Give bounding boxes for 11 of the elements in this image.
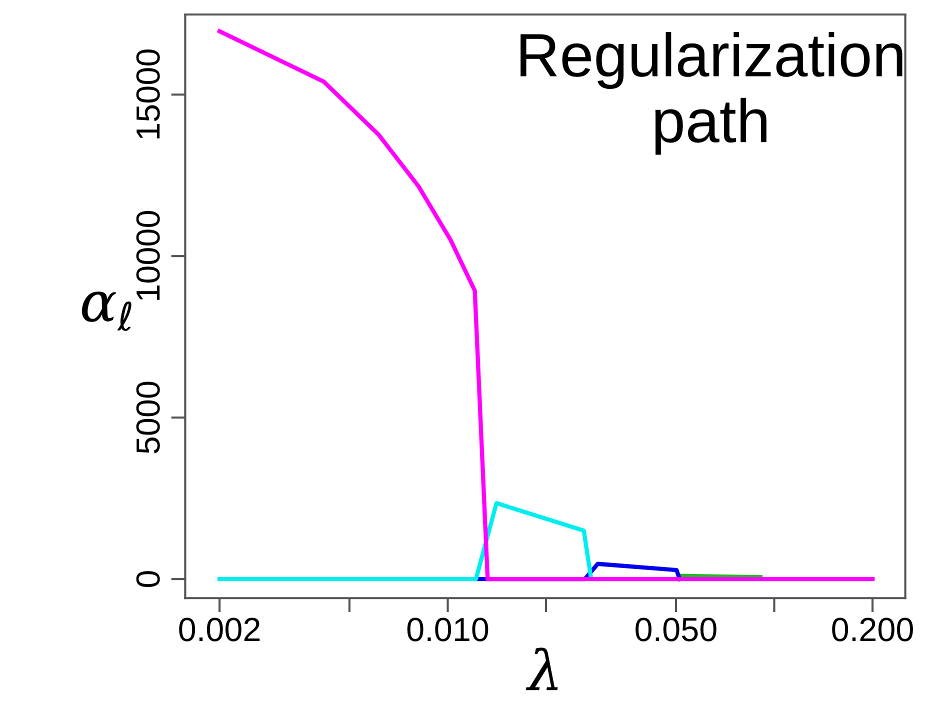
y-tick-label: 10000 — [136, 211, 160, 300]
x-tick-label: 0.200 — [832, 618, 913, 642]
x-axis-title: λ — [526, 648, 558, 690]
y-tick-label: 5000 — [136, 382, 160, 454]
y-tick-label: 0 — [136, 571, 160, 588]
x-tick-label: 0.002 — [179, 618, 260, 642]
y-tick-label: 15000 — [136, 50, 160, 138]
x-tick-label: 0.050 — [636, 618, 716, 642]
y-axis-title: α$_{ℓ}$ — [82, 292, 132, 331]
annotation: Regularization path — [520, 32, 902, 155]
x-tick-label: 0.010 — [407, 618, 488, 642]
